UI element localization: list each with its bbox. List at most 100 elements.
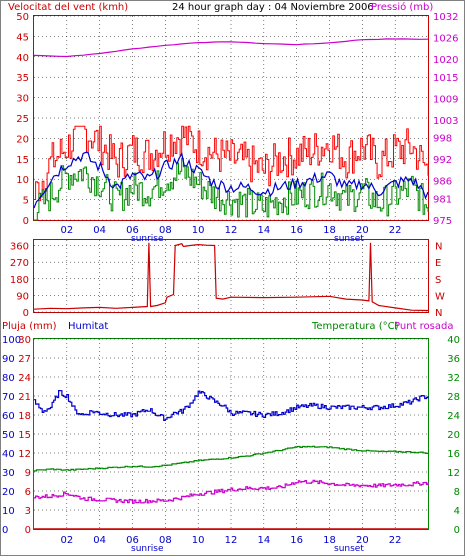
rain-tick-label: 24 [18,373,31,384]
wind-gust-line [34,125,429,202]
sunset-label-top: sunset [334,234,364,244]
hour-tick-label-top: 02 [60,225,73,236]
temperature-tick-label: 28 [447,392,460,403]
wind-direction-line [33,242,429,312]
temperature-tick-label: 24 [447,411,460,422]
rain-tick-label: 0 [25,525,31,536]
pressure-tick-label: 975 [433,216,452,227]
temperature-tick-label: 4 [454,506,460,517]
direction-tick-label: 0 [23,308,29,319]
hour-tick-label-top: 22 [389,225,402,236]
temperature-tick-label: 0 [454,525,460,536]
direction-tick-label: 270 [10,258,29,269]
wind-tick-label: 30 [16,94,29,105]
hour-tick-label-bottom: 14 [257,535,270,546]
direction-tick-label: 180 [10,275,29,286]
hour-tick-label-bottom: 12 [225,535,238,546]
chart-title: 24 hour graph day : 04 Noviembre 2006 [172,2,374,13]
rain-tick-label: 12 [18,449,31,460]
humidity-line [34,390,429,421]
wind-tick-label: 50 [16,12,29,23]
temperature-tick-label: 40 [447,335,460,346]
humidity-tick-label: 90 [2,354,15,365]
hour-tick-label-bottom: 18 [323,535,336,546]
rain-tick-label: 9 [25,468,31,479]
humidity-tick-label: 80 [2,373,15,384]
pressure-tick-label: 1009 [433,94,458,105]
wind-tick-label: 0 [23,216,29,227]
rain-tick-label: 21 [18,392,31,403]
pressure-tick-label: 1015 [433,73,458,84]
wind-panel-frame [33,15,429,221]
pressure-tick-label: 986 [433,177,452,188]
hour-tick-label-top: 08 [159,225,172,236]
humidity-tick-label: 10 [2,506,15,517]
wind-tick-label: 20 [16,134,29,145]
temperature-tick-label: 12 [447,468,460,479]
wind-tick-label: 40 [16,53,29,64]
temperature-tick-label: 36 [447,354,460,365]
pressure-tick-label: 1026 [433,33,458,44]
hour-tick-label-top: 10 [192,225,205,236]
sunrise-label-top: sunrise [131,234,164,244]
dewpoint-line [34,479,429,504]
humidity-tick-label: 20 [2,487,15,498]
wind-tick-label: 35 [16,73,29,84]
pressure-tick-label: 981 [433,195,452,206]
pressure-tick-label: 1032 [433,12,458,23]
humidity-tick-label: 60 [2,411,15,422]
compass-tick-label: W [435,291,445,302]
hour-tick-label-top: 16 [290,225,303,236]
humidity-tick-label: 40 [2,449,15,460]
pressure-tick-label: 992 [433,155,452,166]
rain-tick-label: 30 [18,335,31,346]
hour-tick-label-bottom: 22 [389,535,402,546]
humidity-tick-label: 70 [2,392,15,403]
hour-tick-label-top: 18 [323,225,336,236]
wind-tick-label: 10 [16,175,29,186]
wind-axis-title: Velocitat del vent (kmh) [8,2,128,13]
pressure-axis-title: Pressió (mb) [371,1,433,13]
compass-tick-label: N [435,308,442,319]
hour-tick-label-top: 06 [126,225,139,236]
hour-tick-label-bottom: 04 [93,535,106,546]
humidity-tick-label: 30 [2,468,15,479]
direction-tick-label: 360 [10,242,29,253]
temperature-tick-label: 20 [447,430,460,441]
rain-tick-label: 15 [18,430,31,441]
rain-tick-label: 6 [25,487,31,498]
dewpoint-axis-title: Punt rosada [394,321,453,332]
pressure-tick-label: 1003 [433,116,458,127]
pressure-line [33,38,429,58]
sunset-label-bottom: sunset [334,544,364,554]
direction-panel-frame [33,239,429,313]
wind-tick-label: 15 [16,155,29,166]
compass-tick-label: N [435,242,442,253]
compass-tick-label: S [435,275,441,286]
hour-tick-label-bottom: 20 [356,535,369,546]
pressure-tick-label: 998 [433,134,452,145]
temperature-axis-title: Temperatura (°C) [311,321,399,332]
series-layer [33,38,429,530]
temperature-tick-label: 8 [454,487,460,498]
hour-tick-label-bottom: 16 [290,535,303,546]
temperature-tick-label: 32 [447,373,460,384]
hour-tick-label-top: 12 [225,225,238,236]
wind-tick-label: 25 [16,114,29,125]
humidity-tick-label: 100 [2,335,21,346]
hour-tick-label-bottom: 02 [60,535,73,546]
temperature-tick-label: 16 [447,449,460,460]
temperature-line [34,445,429,472]
humidity-tick-label: 0 [2,525,8,536]
wind-tick-label: 45 [16,32,29,43]
humidity-axis-title: Humitat [68,321,108,332]
rain-axis-title: Pluja (mm) [2,321,57,332]
compass-tick-label: E [435,258,441,269]
hour-tick-label-bottom: 10 [192,535,205,546]
hour-tick-label-bottom: 08 [159,535,172,546]
sunrise-label-bottom: sunrise [131,544,164,554]
